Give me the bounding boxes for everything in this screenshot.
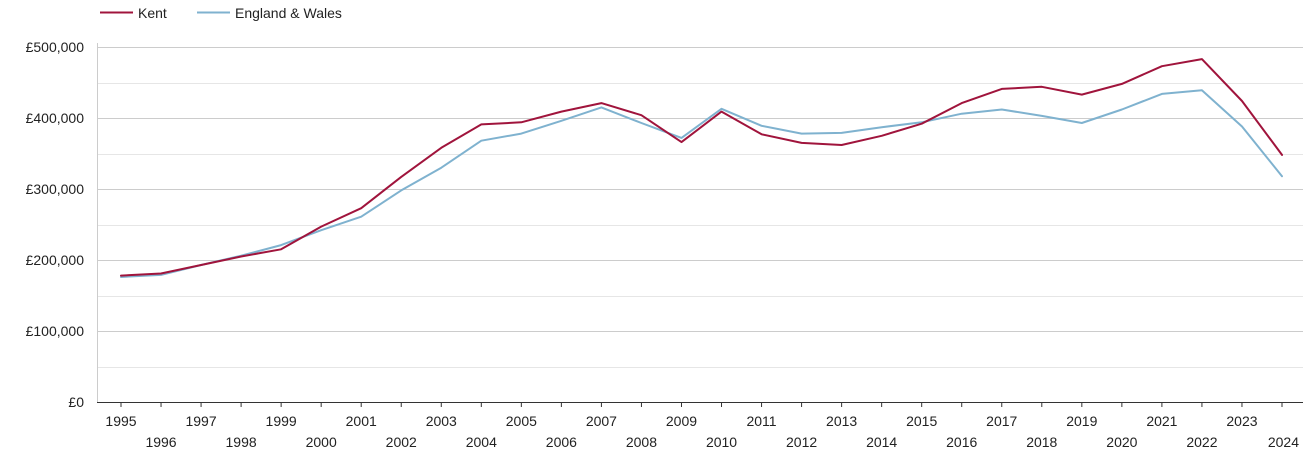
x-tick-label: 2013 (826, 413, 857, 429)
y-tick-label: £100,000 (26, 323, 85, 339)
x-tick-label: 2005 (506, 413, 537, 429)
x-tick-label: 2017 (986, 413, 1017, 429)
x-tick-label: 2015 (906, 413, 937, 429)
x-tick-label: 2023 (1226, 413, 1257, 429)
x-tick-label: 2006 (546, 434, 577, 450)
x-tick-label: 2019 (1066, 413, 1097, 429)
x-tick-label: 1998 (226, 434, 257, 450)
x-tick-label: 2022 (1186, 434, 1217, 450)
legend: Kent England & Wales (100, 5, 342, 21)
x-tick-label: 1996 (145, 434, 176, 450)
grid (97, 47, 1303, 368)
axes: £0 £100,000 £200,000 £300,000 £400,000 £500,0… (26, 39, 1303, 450)
x-tick-label: 2011 (746, 413, 776, 429)
legend-label: Kent (138, 5, 167, 21)
x-tick-label: 2001 (346, 413, 377, 429)
series-line-kent (120, 58, 1283, 277)
x-tick-label: 2010 (706, 434, 737, 450)
y-tick-label: £300,000 (26, 181, 85, 197)
x-tick-label: 2007 (586, 413, 617, 429)
y-tick-label: £500,000 (26, 39, 85, 55)
x-tick-label: 2009 (666, 413, 697, 429)
x-tick-label: 2003 (426, 413, 457, 429)
x-tick-label: 2002 (386, 434, 417, 450)
x-tick-label: 2014 (866, 434, 897, 450)
x-tick-label: 2016 (946, 434, 977, 450)
x-tick-label: 2000 (306, 434, 337, 450)
x-tick-label: 2024 (1268, 434, 1299, 450)
x-tick-label: 2018 (1026, 434, 1057, 450)
x-tick-label: 1999 (266, 413, 297, 429)
x-tick-label: 2008 (626, 434, 657, 450)
x-tick-label: 2012 (786, 434, 817, 450)
x-tick-label: 2021 (1146, 413, 1177, 429)
series-lines (120, 58, 1283, 278)
x-tick-label: 2020 (1106, 434, 1137, 450)
series-line-england-wales (120, 89, 1283, 278)
y-tick-label: £200,000 (26, 252, 85, 268)
legend-label: England & Wales (235, 5, 342, 21)
x-tick-label: 1995 (105, 413, 136, 429)
y-tick-label: £0 (68, 394, 84, 410)
x-tick-label: 2004 (466, 434, 497, 450)
x-tick-label: 1997 (185, 413, 216, 429)
y-tick-label: £400,000 (26, 110, 85, 126)
